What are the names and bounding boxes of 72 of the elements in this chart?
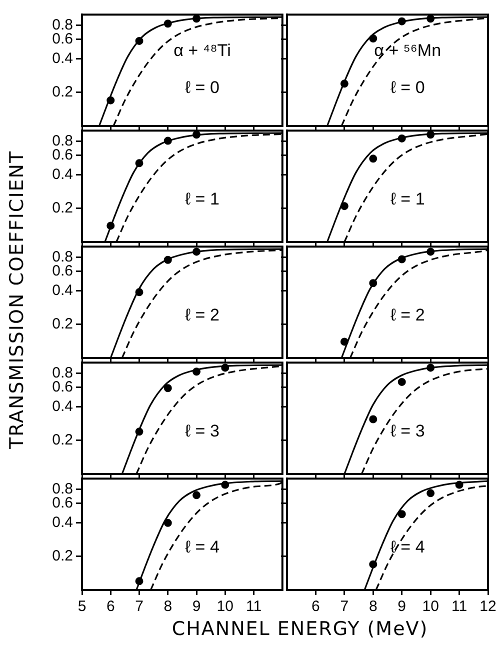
annotation: ℓ = 2 [185, 305, 220, 324]
x-tick-label: 8 [368, 598, 378, 616]
point [221, 364, 230, 372]
x-tick-label: 10 [422, 598, 439, 616]
annotation: ℓ = 0 [185, 78, 220, 97]
point [192, 14, 201, 23]
point [221, 480, 230, 489]
point [135, 577, 144, 586]
x-tick-label: 8 [164, 598, 172, 616]
point [369, 34, 378, 43]
x-tick-label: 12 [480, 598, 496, 616]
point [369, 560, 378, 568]
point [426, 14, 435, 23]
y-tick-label: 0.4 [52, 514, 73, 532]
x-tick-label: 6 [312, 598, 320, 616]
annotation: ℓ = 1 [390, 189, 425, 208]
y-tick-label: 0.2 [52, 548, 73, 565]
point [369, 279, 378, 288]
point [398, 17, 406, 26]
point [398, 255, 406, 264]
annotation: ℓ = 1 [185, 189, 220, 208]
point [398, 510, 406, 518]
annotation: ℓ = 3 [390, 421, 425, 440]
point [426, 130, 435, 139]
point [426, 248, 435, 256]
x-tick-label: 7 [340, 598, 349, 616]
annotation: ℓ = 4 [185, 537, 220, 556]
x-tick-label: 9 [398, 598, 406, 616]
x-tick-label: 10 [216, 598, 234, 616]
y-tick-label: 0.2 [52, 316, 73, 333]
y-tick-label: 0.4 [52, 398, 73, 416]
point [192, 368, 201, 376]
annotation: α + ⁴⁸Ti [174, 41, 231, 60]
point [164, 136, 172, 145]
x-tick-label: 11 [451, 598, 468, 616]
y-axis-title: TRANSMISSION COEFFICIENT [6, 150, 28, 450]
annotation: ℓ = 2 [390, 305, 425, 324]
point [164, 256, 172, 264]
point [340, 80, 348, 88]
point [135, 159, 144, 168]
point [398, 134, 406, 142]
x-tick-label: 7 [135, 598, 144, 616]
point [369, 154, 378, 163]
y-tick-label: 0.4 [52, 166, 73, 184]
point [164, 20, 172, 28]
point [135, 428, 144, 436]
point [192, 491, 201, 500]
y-tick-label: 0.4 [52, 282, 73, 300]
x-tick-label: 11 [246, 598, 262, 616]
annotation: ℓ = 3 [185, 421, 220, 440]
point [192, 248, 201, 256]
annotation: ℓ = 0 [390, 78, 425, 97]
point [340, 202, 348, 210]
x-axis-title: CHANNEL ENERGY (MeV) [172, 618, 428, 640]
point [135, 288, 144, 296]
y-tick-label: 0.4 [52, 50, 73, 68]
point [106, 222, 115, 230]
point [164, 384, 172, 392]
x-tick-label: 5 [78, 598, 86, 616]
point [164, 518, 172, 527]
point [106, 96, 115, 104]
y-tick-label: 0.2 [52, 84, 73, 101]
point [426, 489, 435, 498]
point [135, 36, 144, 45]
y-tick-label: 0.2 [52, 432, 73, 449]
annotation: ℓ = 4 [390, 537, 425, 556]
point [192, 130, 201, 139]
point [340, 338, 348, 346]
point [455, 480, 464, 489]
x-tick-label: 6 [106, 598, 115, 616]
y-tick-label: 0.2 [52, 200, 73, 217]
x-tick-label: 9 [192, 598, 201, 616]
